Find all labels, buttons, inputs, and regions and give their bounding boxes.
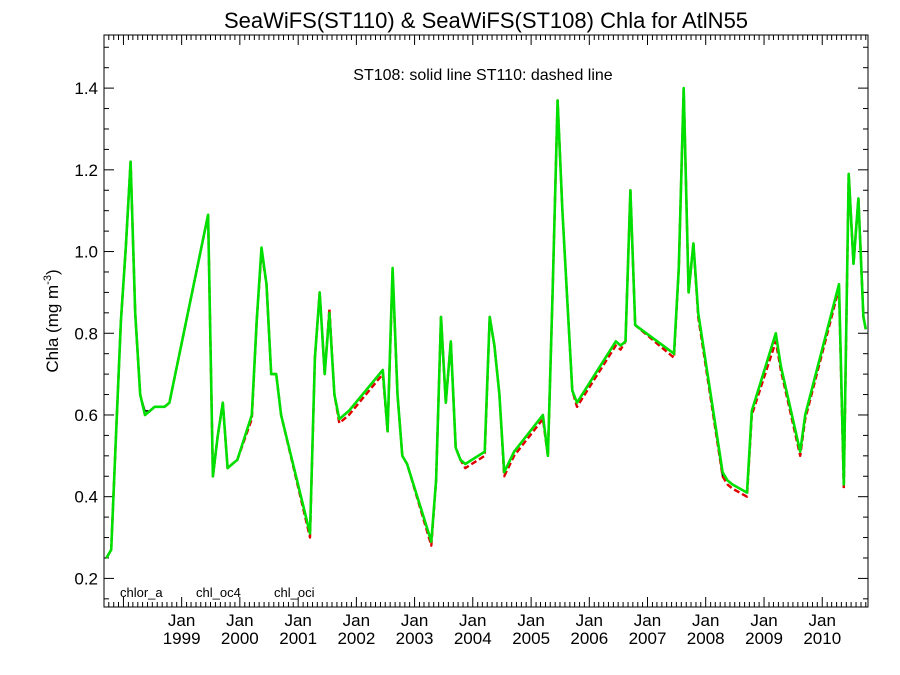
x-axis-ticks: Jan1999Jan2000Jan2001Jan2002Jan2003Jan20… <box>103 35 867 648</box>
y-tick-label: 0.2 <box>74 569 98 588</box>
y-tick-label: 0.8 <box>74 324 98 343</box>
x-tick-label-year: 2000 <box>221 629 259 648</box>
x-tick-label-year: 2002 <box>337 629 375 648</box>
y-axis-label-text: Chla (mg m <box>43 285 62 373</box>
series-lines <box>105 86 868 559</box>
x-tick-label-month: Jan <box>401 611 428 630</box>
x-tick-label-year: 2007 <box>629 629 667 648</box>
y-axis-label-close: ) <box>43 269 62 275</box>
x-tick-label-year: 1999 <box>163 629 201 648</box>
x-tick-label-year: 2010 <box>803 629 841 648</box>
x-tick-label-month: Jan <box>576 611 603 630</box>
x-tick-label-month: Jan <box>634 611 661 630</box>
legend-entry-chl-oci: chl_oci <box>274 585 315 600</box>
x-tick-label-month: Jan <box>459 611 486 630</box>
series-line-chlor-a <box>105 87 867 559</box>
series-line-chl-oci <box>105 86 868 559</box>
x-tick-label-year: 2004 <box>454 629 492 648</box>
x-tick-label-month: Jan <box>343 611 370 630</box>
x-tick-label-year: 2006 <box>570 629 608 648</box>
x-tick-label-month: Jan <box>517 611 544 630</box>
chart-subtitle: ST108: solid line ST110: dashed line <box>353 67 613 84</box>
y-axis-label: Chla (mg m-3) <box>42 269 62 372</box>
y-axis-ticks: 0.2 0.4 0.6 0.8 1.0 1.2 1.4 <box>74 46 868 600</box>
y-tick-label: 1.2 <box>74 161 98 180</box>
y-axis-label-exponent: -3 <box>42 275 54 285</box>
y-tick-label: 0.4 <box>74 488 98 507</box>
y-tick-label: 1.4 <box>74 79 98 98</box>
x-tick-label-month: Jan <box>168 611 195 630</box>
x-tick-label-year: 2009 <box>745 629 783 648</box>
x-tick-label-month: Jan <box>750 611 777 630</box>
x-tick-label-year: 2003 <box>396 629 434 648</box>
y-tick-label: 1.0 <box>74 243 98 262</box>
y-tick-label: 0.6 <box>74 406 98 425</box>
svg-text:Chla (mg m-3): Chla (mg m-3) <box>42 269 62 372</box>
x-tick-label-year: 2005 <box>512 629 550 648</box>
x-tick-label-year: 2008 <box>687 629 725 648</box>
x-tick-label-month: Jan <box>809 611 836 630</box>
legend-entry-chl-oc4: chl_oc4 <box>196 585 241 600</box>
chart-title: SeaWiFS(ST110) & SeaWiFS(ST108) Chla for… <box>224 8 748 33</box>
x-tick-label-month: Jan <box>692 611 719 630</box>
x-tick-label-year: 2001 <box>279 629 317 648</box>
series-line-chl-oc4 <box>105 86 867 559</box>
legend-entry-chlor-a: chlor_a <box>120 585 163 600</box>
plot-frame <box>103 34 869 608</box>
x-tick-label-month: Jan <box>284 611 311 630</box>
legend: chlor_a chl_oc4 chl_oci <box>120 585 315 600</box>
x-tick-label-month: Jan <box>226 611 253 630</box>
